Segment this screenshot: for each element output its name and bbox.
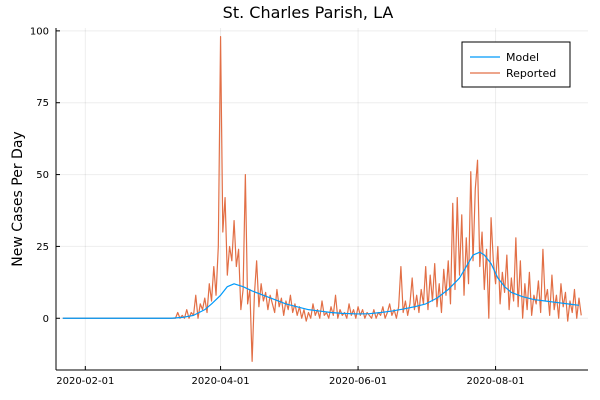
x-tick-label: 2020-06-01	[329, 376, 387, 387]
x-tick-label: 2020-04-01	[191, 376, 249, 387]
legend-box	[461, 41, 571, 88]
axis-ticks: 2020-02-01 2020-04-01 2020-06-01 2020-08-01…	[30, 26, 525, 387]
x-tick-label: 2020-02-01	[56, 376, 114, 387]
y-axis-title: New Cases Per Day	[10, 131, 26, 266]
axes-frame	[55, 28, 588, 371]
y-tick-label: 75	[36, 98, 49, 109]
y-tick-label: 0	[43, 314, 49, 325]
y-tick-label: 50	[36, 170, 49, 181]
y-tick-label: 25	[36, 242, 49, 253]
plot-series	[62, 36, 582, 362]
series-line-reported	[62, 36, 582, 362]
x-tick-label: 2020-08-01	[467, 376, 525, 387]
chart-title: St. Charles Parish, LA	[223, 3, 394, 22]
legend-label-model: Model	[506, 51, 539, 64]
series-line-model	[62, 251, 580, 319]
y-tick-label: 100	[30, 26, 49, 37]
legend-label-reported: Reported	[506, 67, 556, 80]
legend: Model Reported	[461, 41, 571, 88]
